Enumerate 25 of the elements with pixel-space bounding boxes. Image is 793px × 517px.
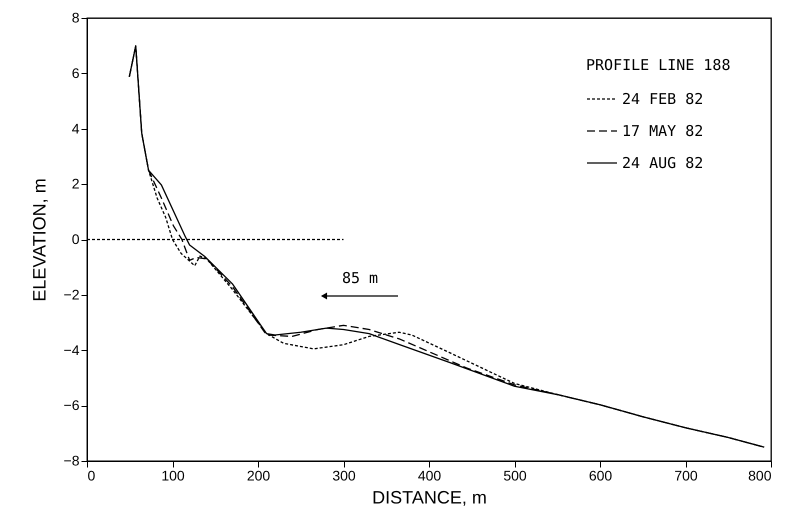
y-tick-label: −4 bbox=[64, 342, 80, 358]
legend-label: 17 MAY 82 bbox=[622, 122, 704, 140]
y-tick-label: 8 bbox=[72, 10, 80, 26]
y-tick-label: 0 bbox=[72, 231, 80, 247]
x-tick-label: 200 bbox=[246, 468, 270, 484]
x-tick-label: 300 bbox=[332, 468, 356, 484]
y-tick-label: 6 bbox=[72, 64, 80, 81]
x-tick-label: 100 bbox=[161, 468, 185, 484]
y-tick-label: −6 bbox=[64, 397, 80, 414]
x-tick-label: 0 bbox=[88, 468, 96, 484]
x-tick-label: 500 bbox=[503, 468, 527, 484]
legend-title: PROFILE LINE 188 bbox=[586, 56, 730, 74]
x-tick-label: 800 bbox=[748, 468, 772, 484]
y-tick-label: −2 bbox=[64, 286, 80, 302]
y-tick-label: 4 bbox=[72, 120, 80, 136]
x-axis-title: DISTANCE, m bbox=[372, 488, 487, 508]
x-tick-label: 400 bbox=[418, 468, 442, 484]
y-axis-title: ELEVATION, m bbox=[30, 178, 50, 302]
annotation: 85 m bbox=[342, 269, 378, 287]
x-tick-label: 700 bbox=[674, 468, 698, 484]
y-tick-label: −8 bbox=[64, 452, 80, 468]
x-tick-label: 600 bbox=[588, 468, 612, 484]
y-tick-label: 2 bbox=[72, 176, 80, 192]
legend-label: 24 FEB 82 bbox=[622, 90, 704, 108]
legend-label: 24 AUG 82 bbox=[622, 154, 704, 172]
